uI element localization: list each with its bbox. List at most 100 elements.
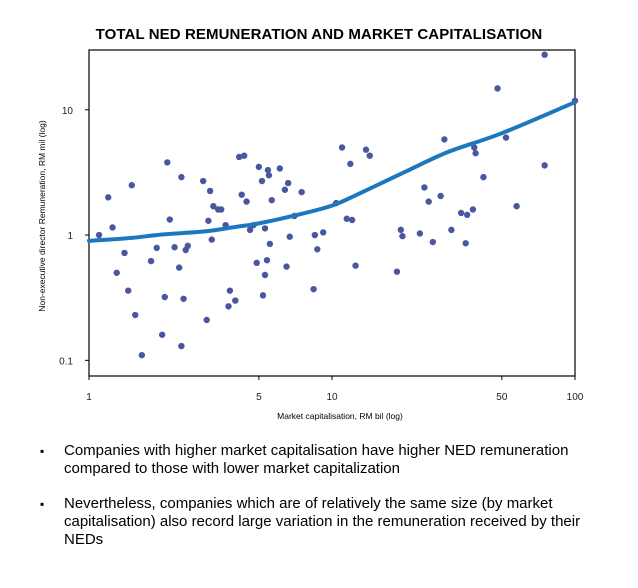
data-point bbox=[166, 216, 173, 223]
data-point bbox=[261, 271, 269, 279]
trend-line-group bbox=[87, 100, 577, 243]
data-point bbox=[132, 311, 139, 319]
data-point bbox=[393, 268, 401, 275]
data-point bbox=[240, 152, 248, 159]
data-point bbox=[164, 159, 171, 166]
data-point bbox=[178, 173, 185, 181]
data-point bbox=[266, 240, 274, 248]
data-point bbox=[171, 244, 178, 251]
y-tick-label: 1 bbox=[67, 231, 73, 242]
data-point bbox=[425, 198, 432, 205]
data-point bbox=[232, 297, 239, 304]
y-tick-label: 10 bbox=[62, 106, 74, 117]
data-point bbox=[362, 146, 370, 153]
bullet-item: ▪ Nevertheless, companies which are of r… bbox=[36, 495, 616, 549]
data-point bbox=[338, 144, 346, 151]
bullet-marker: ▪ bbox=[40, 497, 45, 511]
bullet-marker: ▪ bbox=[40, 444, 45, 458]
axis-ticks: 1 5 10 50 100 0.1 1 10 bbox=[59, 106, 584, 403]
data-point bbox=[121, 249, 128, 257]
plot-frame bbox=[88, 49, 576, 377]
data-point bbox=[541, 51, 548, 58]
data-point bbox=[265, 172, 273, 179]
data-point bbox=[472, 150, 479, 157]
data-point bbox=[263, 257, 271, 264]
data-point bbox=[238, 191, 245, 198]
x-tick-label: 100 bbox=[567, 392, 584, 403]
data-point bbox=[284, 179, 292, 187]
data-point bbox=[397, 226, 405, 234]
data-point bbox=[235, 153, 243, 161]
data-point bbox=[113, 269, 120, 276]
data-point bbox=[203, 316, 210, 324]
data-point bbox=[268, 196, 275, 204]
bullet-item: ▪ Companies with higher market capitalis… bbox=[36, 442, 616, 478]
data-point bbox=[258, 177, 266, 185]
data-point bbox=[205, 217, 212, 224]
data-point bbox=[128, 182, 135, 189]
x-tick-label: 1 bbox=[86, 392, 92, 403]
bullet-list: ▪ Companies with higher market capitalis… bbox=[36, 442, 616, 566]
data-point bbox=[352, 262, 359, 269]
data-point bbox=[246, 226, 254, 234]
data-point bbox=[153, 244, 160, 252]
data-point bbox=[441, 136, 448, 143]
data-point bbox=[206, 187, 214, 195]
data-point bbox=[463, 211, 471, 219]
data-point bbox=[469, 206, 477, 213]
data-point bbox=[95, 231, 103, 239]
plot-axes bbox=[88, 49, 576, 377]
data-point bbox=[283, 263, 290, 270]
data-point bbox=[541, 162, 548, 169]
data-point bbox=[462, 240, 469, 247]
data-point bbox=[261, 225, 269, 232]
data-point bbox=[218, 206, 225, 213]
data-point bbox=[147, 257, 155, 265]
data-point bbox=[429, 238, 437, 246]
y-tick-label: 0.1 bbox=[59, 356, 73, 367]
x-tick-label: 5 bbox=[256, 392, 262, 403]
data-point bbox=[138, 351, 146, 359]
data-point bbox=[494, 85, 501, 92]
data-point bbox=[210, 202, 217, 210]
data-point bbox=[208, 236, 215, 243]
data-point bbox=[399, 232, 406, 240]
data-point bbox=[225, 303, 232, 310]
data-point bbox=[286, 233, 293, 240]
data-point bbox=[310, 285, 317, 293]
data-point bbox=[448, 226, 455, 234]
data-point bbox=[347, 160, 354, 168]
data-point bbox=[184, 242, 191, 250]
data-point bbox=[457, 209, 465, 217]
data-point bbox=[311, 231, 319, 239]
data-point bbox=[243, 198, 250, 205]
y-axis-label: Non-executive director Remuneration, RM … bbox=[37, 120, 47, 312]
data-point bbox=[259, 292, 267, 299]
scatter-plot: 1 5 10 50 100 0.1 1 10 bbox=[59, 49, 584, 403]
data-point bbox=[226, 287, 234, 294]
data-point bbox=[281, 186, 289, 193]
data-point bbox=[199, 177, 207, 185]
chart-title: TOTAL NED REMUNERATION AND MARKET CAPITA… bbox=[95, 26, 543, 43]
data-point bbox=[502, 134, 510, 141]
bullet-text: Companies with higher market capitalisat… bbox=[64, 442, 569, 477]
data-point bbox=[416, 230, 424, 237]
x-tick-label: 50 bbox=[496, 392, 508, 403]
data-point bbox=[513, 202, 520, 210]
x-tick-label: 10 bbox=[326, 392, 338, 403]
data-point bbox=[314, 246, 321, 253]
data-point bbox=[253, 259, 260, 267]
data-point bbox=[105, 194, 112, 201]
data-point bbox=[255, 163, 263, 171]
data-point bbox=[320, 229, 327, 236]
data-point bbox=[175, 264, 183, 271]
data-point bbox=[437, 192, 444, 200]
data-point bbox=[366, 152, 373, 159]
x-axis-label: Market capitalisation, RM bil (log) bbox=[277, 411, 403, 421]
data-point bbox=[125, 287, 132, 294]
data-point bbox=[158, 331, 166, 338]
data-point bbox=[348, 216, 356, 224]
data-point bbox=[161, 293, 168, 301]
bullet-text: Nevertheless, companies which are of rel… bbox=[64, 495, 581, 548]
data-point bbox=[264, 166, 272, 174]
